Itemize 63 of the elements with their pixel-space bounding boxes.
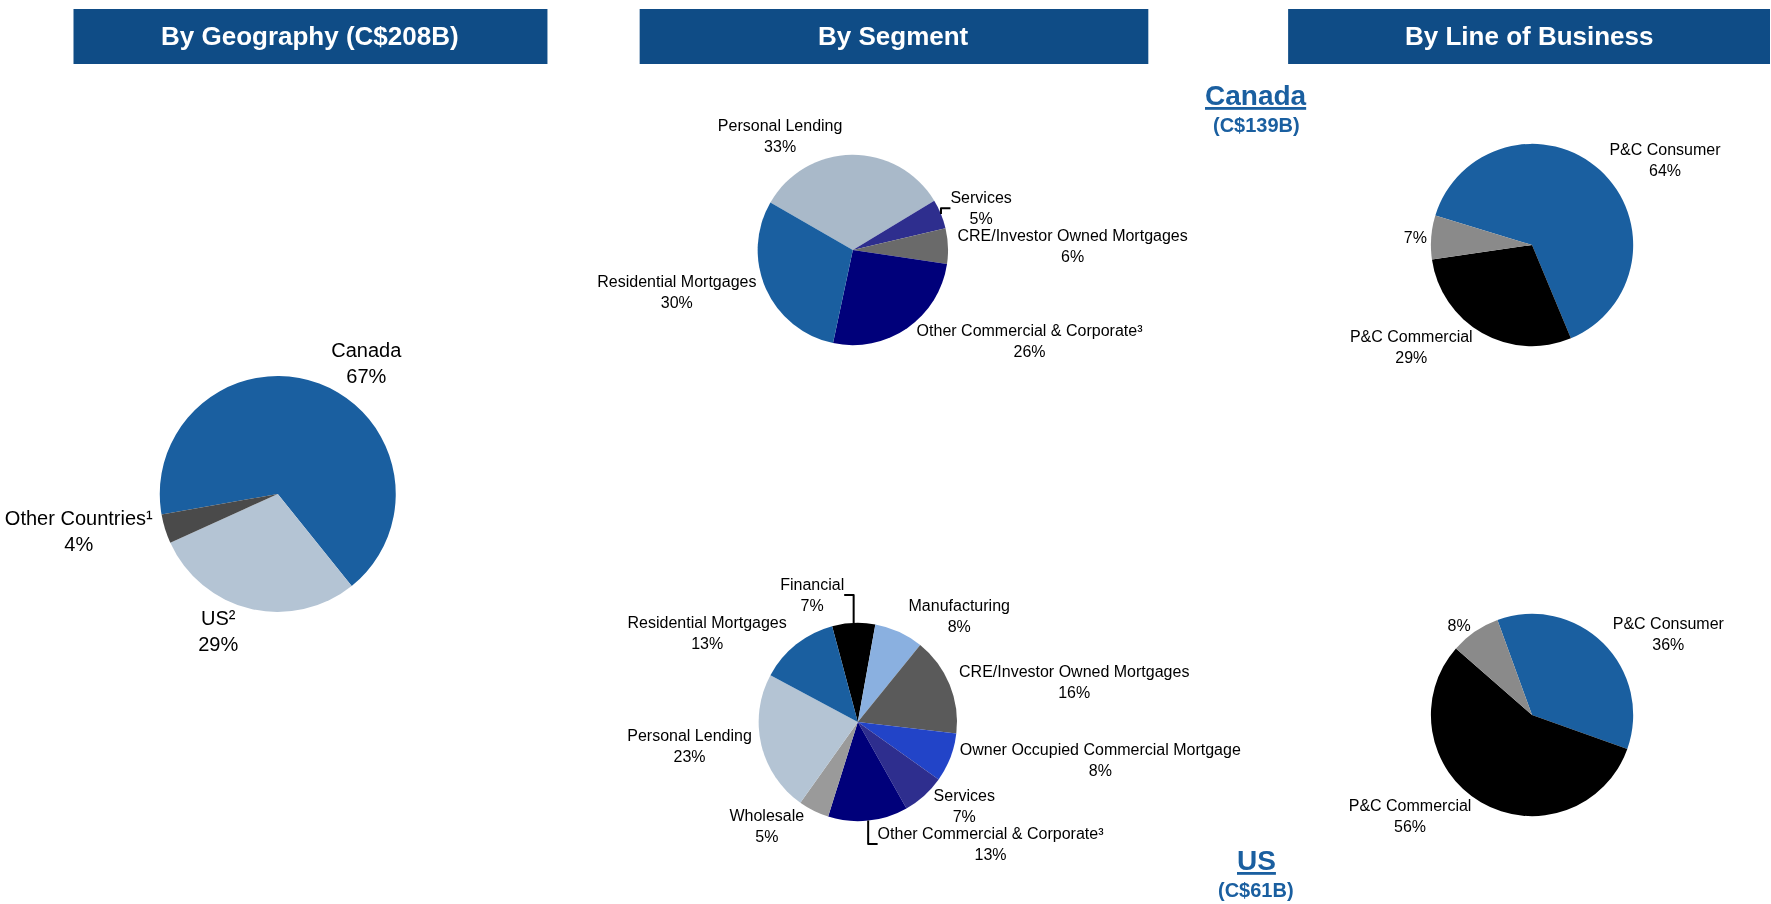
text: (C$61B): [1218, 879, 1294, 901]
data-label: 30%: [660, 293, 693, 311]
pie-slice: [828, 722, 907, 822]
slice-label: Services: [933, 787, 995, 805]
data-label: 67%: [346, 364, 387, 387]
slice-label: US²: [200, 607, 236, 630]
pie-slice: [1430, 215, 1533, 260]
pie-slice: [170, 494, 352, 612]
data-label: 16%: [1058, 683, 1091, 701]
data-label: 8%: [1088, 761, 1112, 779]
slice-label: Personal Lending: [627, 726, 752, 744]
slice-label: Canada: [331, 338, 403, 361]
data-label: 23%: [673, 747, 706, 765]
data-label: 29%: [198, 633, 239, 656]
data-label: 8%: [947, 618, 971, 636]
slice-label: Services: [950, 189, 1012, 207]
pie-slice: [857, 644, 957, 734]
text: US: [1237, 845, 1276, 876]
slice-label: Residential Mortgages: [597, 272, 757, 290]
data-label: 56%: [1394, 818, 1427, 836]
slice-label: Other Countries¹: [4, 506, 154, 529]
data-label: 7%: [800, 596, 824, 614]
data-label: 13%: [691, 634, 724, 652]
slice-label: P&C Consumer: [1609, 140, 1722, 158]
slice-label: Wholesale: [729, 807, 805, 825]
text: Canada: [1205, 80, 1307, 111]
slice-label: Manufacturing: [908, 597, 1010, 615]
pie-slice: [852, 228, 948, 264]
pie-slice: [161, 494, 278, 543]
data-label: 29%: [1395, 349, 1428, 367]
pie-slice: [857, 722, 957, 780]
pie-slice: [857, 624, 921, 722]
slice-label: Financial: [780, 575, 845, 593]
data-label: 6%: [1061, 247, 1085, 265]
slice-label: Owner Occupied Commercial Mortgage: [959, 741, 1241, 759]
pie-slice: [757, 202, 853, 344]
slice-label: Personal Lending: [717, 117, 843, 135]
chart-title: By Segment: [818, 21, 969, 51]
data-label: 8%: [1447, 617, 1471, 635]
slice-label: Residential Mortgages: [627, 613, 787, 631]
pie-slice: [852, 200, 946, 250]
data-label: 5%: [969, 210, 993, 228]
slice-label: Other Commercial & Corporate³: [877, 825, 1105, 843]
slice-label: P&C Commercial: [1348, 797, 1472, 815]
data-label: 36%: [1652, 635, 1685, 653]
data-label: 13%: [974, 845, 1007, 863]
data-label: 7%: [952, 808, 976, 826]
slice-label: CRE/Investor Owned Mortgages: [957, 227, 1188, 245]
chart-title: By Geography (C$208B): [161, 21, 459, 51]
text: (C$139B): [1213, 114, 1300, 136]
data-label: 7%: [1403, 228, 1427, 246]
pie-slice: [758, 675, 858, 803]
data-label: 33%: [764, 137, 797, 155]
pie-slice: [770, 154, 935, 250]
data-label: 64%: [1648, 161, 1682, 179]
data-label: 4%: [64, 532, 94, 555]
chart-title: By Line of Business: [1405, 21, 1654, 51]
slice-label: P&C Commercial: [1349, 328, 1473, 346]
slice-label: CRE/Investor Owned Mortgages: [959, 662, 1190, 680]
slice-label: P&C Consumer: [1612, 614, 1725, 632]
data-label: 5%: [755, 827, 779, 845]
slice-label: Other Commercial & Corporate³: [916, 322, 1144, 340]
data-label: 26%: [1013, 342, 1046, 360]
